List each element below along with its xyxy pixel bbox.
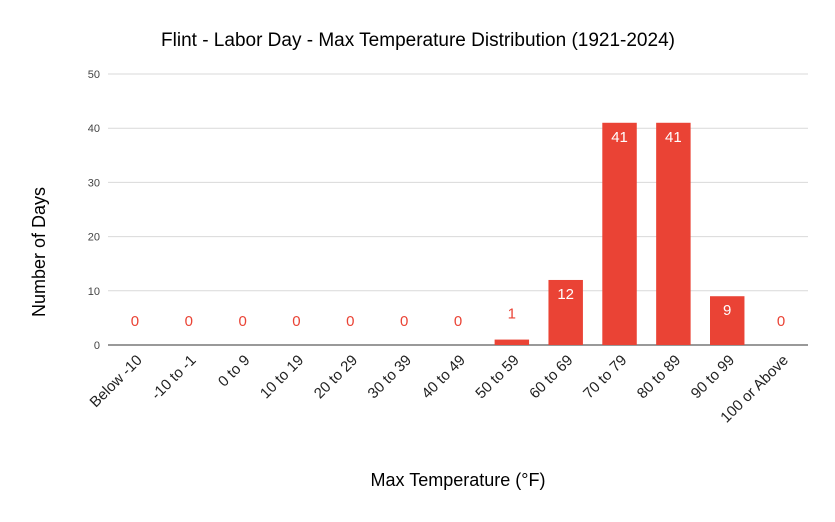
x-tick-label: -10 to -1	[148, 352, 200, 404]
chart-title: Flint - Labor Day - Max Temperature Dist…	[161, 30, 675, 51]
data-label: 0	[777, 313, 785, 330]
gridlines	[108, 73, 808, 346]
data-label: 41	[665, 129, 682, 146]
bars	[494, 122, 745, 345]
x-tick-label: 60 to 69	[526, 352, 576, 402]
data-label: 0	[400, 313, 408, 330]
x-axis-title: Max Temperature (°F)	[371, 470, 546, 490]
x-axis-ticks: Below -10 -10 to -1 0 to 9 10 to 19 20 to 29…	[87, 352, 792, 427]
bar	[602, 122, 637, 345]
bar	[494, 339, 530, 345]
data-label: 9	[723, 302, 731, 319]
x-tick-label: 50 to 59	[472, 352, 522, 402]
y-tick-label: 10	[88, 286, 100, 298]
x-tick-label: 70 to 79	[580, 352, 630, 402]
x-tick-label: Below -10	[87, 352, 146, 411]
bar	[548, 279, 583, 345]
y-tick-label: 30	[88, 177, 100, 189]
data-label: 0	[185, 313, 193, 330]
data-label: 0	[131, 313, 139, 330]
bar	[710, 296, 745, 345]
x-tick-label: 40 to 49	[418, 352, 468, 402]
data-label: 0	[238, 313, 246, 330]
data-label: 1	[508, 306, 516, 323]
y-axis-title: Number of Days	[29, 187, 49, 317]
x-tick-label: 0 to 9	[215, 352, 254, 391]
data-labels: 0 0 0 0 0 0 0 1 12 41 41 9 0	[131, 129, 785, 330]
x-tick-label: 10 to 19	[257, 352, 307, 402]
x-tick-label: 80 to 89	[634, 352, 684, 402]
y-tick-label: 0	[94, 340, 100, 352]
x-tick-label: 90 to 99	[688, 352, 738, 402]
y-tick-label: 20	[88, 232, 100, 244]
y-tick-label: 50	[88, 69, 100, 81]
data-label: 0	[454, 313, 462, 330]
data-label: 0	[292, 313, 300, 330]
data-label: 41	[611, 129, 628, 146]
bar	[656, 122, 691, 345]
x-tick-label: 20 to 29	[311, 352, 361, 402]
y-tick-label: 40	[88, 123, 100, 135]
x-tick-label: 30 to 39	[365, 352, 415, 402]
data-label: 0	[346, 313, 354, 330]
data-label: 12	[557, 286, 574, 303]
y-axis-ticks: 0 10 20 30 40 50	[88, 69, 100, 352]
